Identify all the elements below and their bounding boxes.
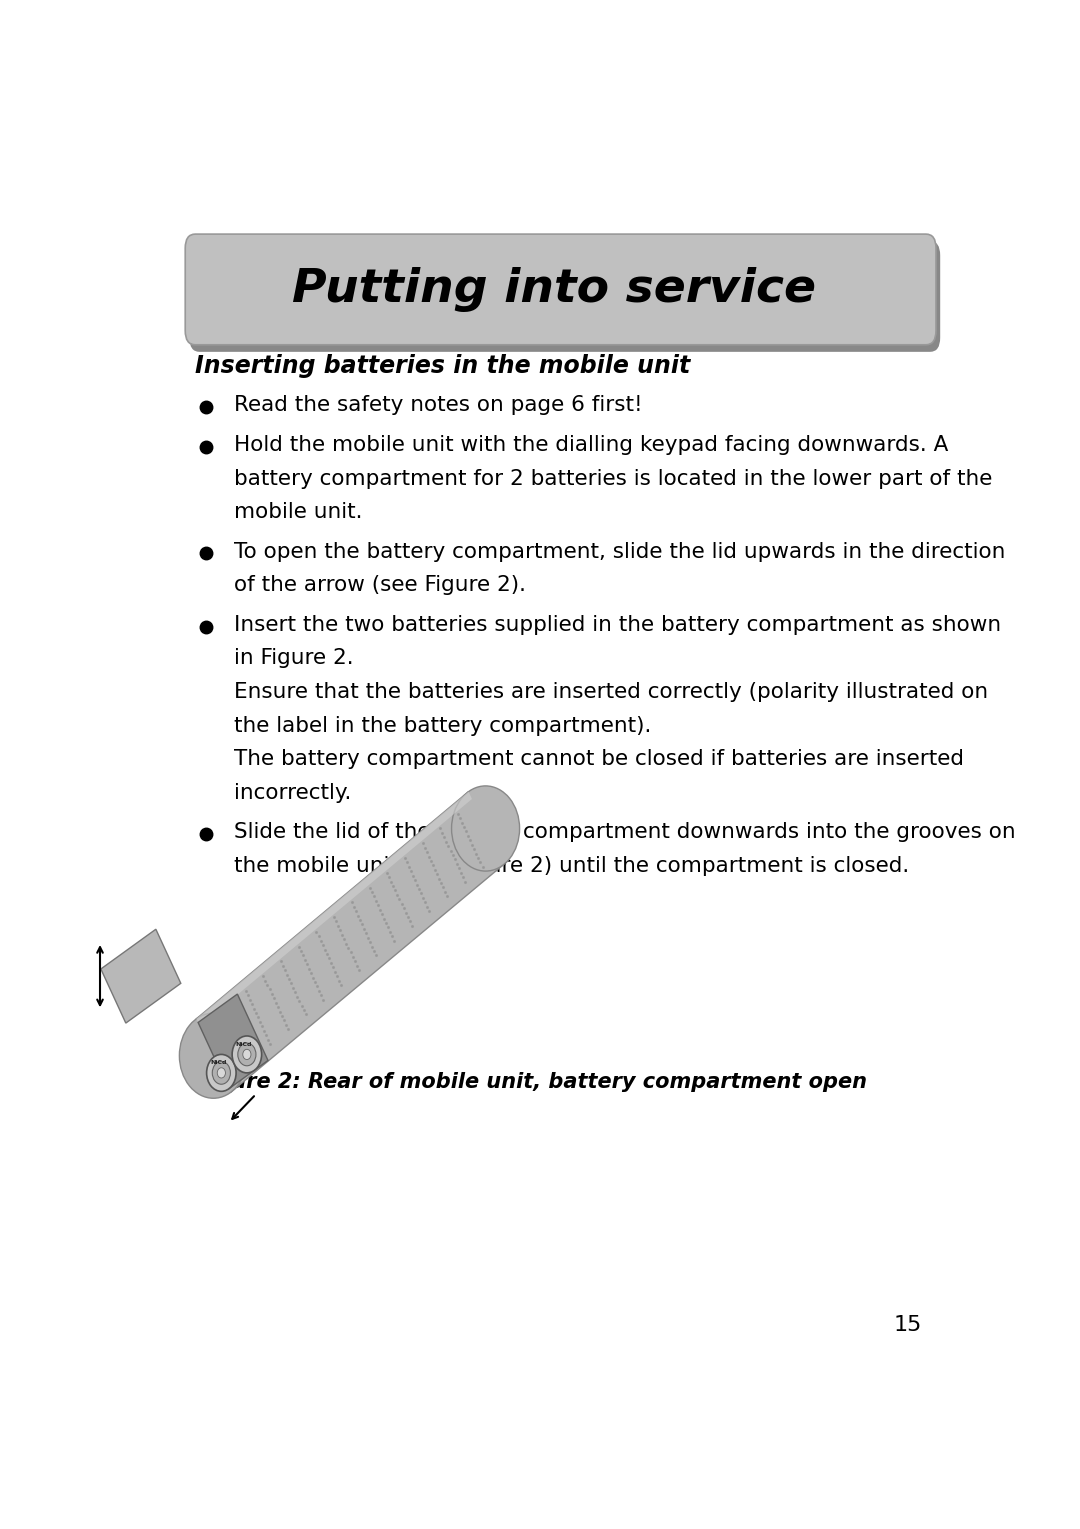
Polygon shape bbox=[197, 792, 472, 1026]
Text: battery compartment for 2 batteries is located in the lower part of the: battery compartment for 2 batteries is l… bbox=[233, 468, 993, 489]
Ellipse shape bbox=[451, 786, 519, 872]
Text: Ensure that the batteries are inserted correctly (polarity illustrated on: Ensure that the batteries are inserted c… bbox=[233, 682, 988, 702]
Ellipse shape bbox=[232, 1037, 261, 1073]
Polygon shape bbox=[198, 994, 268, 1089]
Ellipse shape bbox=[213, 1061, 230, 1084]
Text: the label in the battery compartment).: the label in the battery compartment). bbox=[233, 716, 651, 735]
Text: The battery compartment cannot be closed if batteries are inserted: The battery compartment cannot be closed… bbox=[233, 749, 963, 769]
Text: Insert the two batteries supplied in the battery compartment as shown: Insert the two batteries supplied in the… bbox=[233, 615, 1001, 635]
Polygon shape bbox=[197, 792, 502, 1093]
Text: the mobile unit (see Figure 2) until the compartment is closed.: the mobile unit (see Figure 2) until the… bbox=[233, 856, 909, 876]
Text: in Figure 2.: in Figure 2. bbox=[233, 648, 353, 668]
Text: 15: 15 bbox=[893, 1315, 922, 1335]
FancyBboxPatch shape bbox=[186, 234, 936, 344]
Ellipse shape bbox=[243, 1049, 251, 1060]
Text: of the arrow (see Figure 2).: of the arrow (see Figure 2). bbox=[233, 575, 526, 595]
Text: To open the battery compartment, slide the lid upwards in the direction: To open the battery compartment, slide t… bbox=[233, 541, 1005, 561]
Text: mobile unit.: mobile unit. bbox=[233, 502, 362, 521]
Text: Putting into service: Putting into service bbox=[292, 268, 815, 312]
Text: Figure 2: Rear of mobile unit, battery compartment open: Figure 2: Rear of mobile unit, battery c… bbox=[195, 1072, 867, 1092]
Text: NiCd: NiCd bbox=[210, 1060, 227, 1066]
Text: Read the safety notes on page 6 first!: Read the safety notes on page 6 first! bbox=[233, 396, 643, 416]
Text: Hold the mobile unit with the dialling keypad facing downwards. A: Hold the mobile unit with the dialling k… bbox=[233, 434, 948, 456]
Text: incorrectly.: incorrectly. bbox=[233, 783, 351, 803]
Text: Slide the lid of the battery compartment downwards into the grooves on: Slide the lid of the battery compartment… bbox=[233, 823, 1015, 842]
Ellipse shape bbox=[217, 1067, 226, 1078]
Text: Inserting batteries in the mobile unit: Inserting batteries in the mobile unit bbox=[195, 355, 690, 378]
Ellipse shape bbox=[206, 1055, 237, 1092]
Ellipse shape bbox=[179, 1014, 247, 1098]
Text: NiCd: NiCd bbox=[235, 1041, 252, 1047]
Polygon shape bbox=[100, 930, 180, 1023]
Ellipse shape bbox=[238, 1043, 256, 1066]
FancyBboxPatch shape bbox=[189, 242, 941, 352]
